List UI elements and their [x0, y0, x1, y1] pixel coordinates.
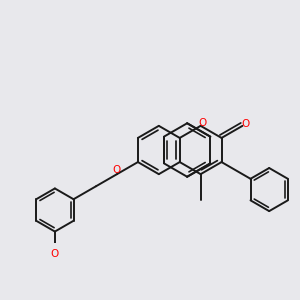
Text: O: O: [51, 249, 59, 259]
Text: O: O: [241, 119, 250, 129]
Text: O: O: [198, 118, 207, 128]
Text: O: O: [113, 165, 121, 175]
